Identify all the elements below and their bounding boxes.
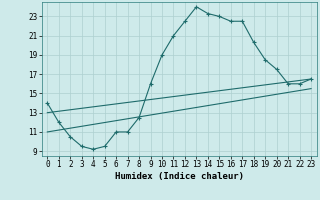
X-axis label: Humidex (Indice chaleur): Humidex (Indice chaleur) bbox=[115, 172, 244, 181]
